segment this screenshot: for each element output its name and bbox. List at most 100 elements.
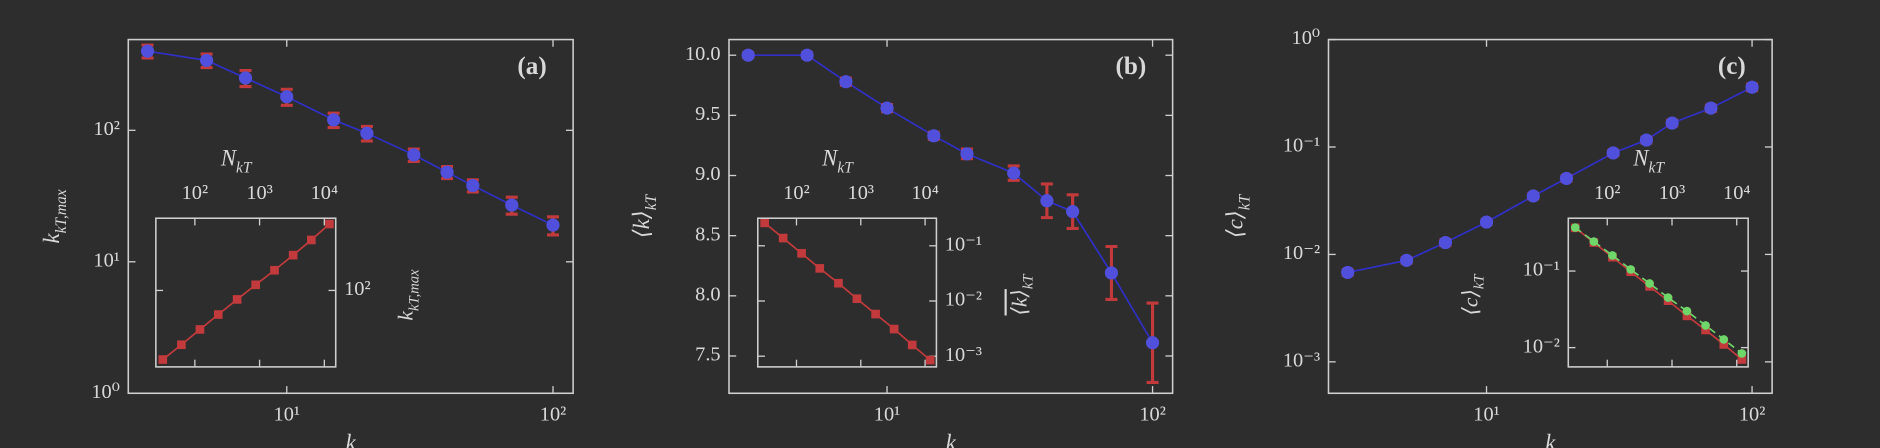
x-tick-label: 10²	[1739, 404, 1765, 426]
inset-y-label: ⟨c⟩kT	[1458, 273, 1487, 316]
series-line	[1574, 227, 1743, 361]
x-tick-label: 10¹	[874, 404, 900, 426]
axes-frame	[1567, 217, 1749, 368]
y-tick-label: 10⁻¹	[1523, 259, 1560, 281]
marker	[925, 355, 935, 365]
inset-y-label-sub: kT	[1472, 273, 1488, 290]
marker	[1479, 215, 1494, 229]
plot-area	[757, 218, 937, 367]
y-axis-label-sub: kT	[643, 193, 660, 210]
marker	[927, 129, 941, 143]
x-tick-label: 10²	[1594, 182, 1620, 204]
x-tick-label: 10⁴	[1723, 182, 1750, 204]
marker	[778, 233, 788, 243]
y-tick-label: 10⁰	[91, 381, 120, 403]
marker	[360, 126, 374, 140]
marker	[834, 278, 843, 288]
marker	[1400, 253, 1414, 267]
marker	[741, 48, 755, 62]
y-tick-label: 10⁻³	[1283, 350, 1320, 372]
y-tick-label: 8.5	[695, 223, 720, 245]
panel-label: (b)	[1115, 53, 1146, 80]
inset-y-label-sub: kT,max	[407, 269, 423, 311]
marker	[1589, 237, 1599, 246]
marker	[871, 309, 880, 319]
panel-label: (c)	[1718, 53, 1746, 80]
y-tick-label: 9.5	[695, 103, 720, 125]
inset-y-label-base: ⟨k⟩	[1008, 289, 1032, 315]
x-tick-label: 10²	[540, 404, 566, 426]
y-tick-label: 8.0	[695, 283, 720, 305]
marker	[1737, 349, 1747, 358]
x-tick-label: 10¹	[274, 404, 300, 426]
marker	[839, 75, 853, 89]
x-tick-label: 10²	[783, 182, 809, 204]
marker	[327, 113, 341, 127]
marker	[797, 249, 806, 258]
marker	[1145, 336, 1160, 350]
y-axis-label: kkT,max	[39, 189, 70, 243]
marker	[1704, 101, 1718, 115]
marker	[232, 295, 242, 304]
marker	[815, 264, 825, 273]
x-axis-label: k	[346, 430, 357, 448]
x-tick-label: 10³	[246, 182, 272, 204]
x-axis-label: k	[946, 430, 957, 448]
marker	[1645, 279, 1654, 288]
inset-x-label-sub: kT	[1648, 160, 1665, 177]
marker	[1665, 116, 1679, 130]
marker	[140, 44, 155, 58]
marker	[270, 265, 279, 275]
marker	[1606, 146, 1620, 160]
marker	[288, 250, 298, 260]
marker	[1040, 194, 1054, 208]
y-tick-label: 10²	[93, 118, 119, 140]
marker	[251, 280, 260, 290]
marker	[1526, 189, 1540, 203]
inset-x-label-base: N	[220, 146, 238, 171]
inset-x-label-base: N	[821, 146, 839, 171]
marker	[158, 355, 168, 364]
axes-frame	[1327, 38, 1773, 395]
y-tick-label: 10.0	[685, 43, 721, 65]
marker	[280, 90, 294, 104]
y-axis-label-sub: kT,max	[53, 189, 70, 233]
inset-x-label-base: N	[1632, 146, 1650, 171]
marker	[1626, 265, 1636, 274]
inset-y-label: ⟨k⟩kT	[1008, 273, 1037, 316]
marker	[1701, 325, 1710, 335]
axes-frame	[728, 38, 1174, 395]
y-tick-label: 7.5	[695, 344, 720, 366]
marker	[546, 218, 560, 232]
x-tick-label: 10²	[1139, 404, 1165, 426]
y-tick-label: 10⁻²	[1283, 242, 1320, 264]
y-axis-label-sub: kT	[1236, 193, 1253, 210]
y-tick-label: 10⁻¹	[1283, 135, 1320, 157]
marker	[1608, 251, 1617, 260]
marker	[1570, 223, 1580, 232]
marker	[889, 324, 899, 334]
marker	[325, 219, 334, 229]
axes-frame	[127, 38, 574, 395]
y-tick-label: 10⁰	[1292, 27, 1321, 49]
marker	[1639, 133, 1653, 147]
y-tick-label: 10⁻³	[945, 344, 982, 366]
marker	[1737, 355, 1747, 364]
marker	[200, 53, 214, 68]
axes-frame	[756, 217, 938, 368]
marker	[760, 218, 769, 228]
marker	[1066, 205, 1080, 219]
marker	[880, 101, 894, 115]
inset-x-label-sub: kT	[236, 160, 253, 177]
inset-x-label-sub: kT	[837, 160, 854, 177]
y-tick-label: 10¹	[93, 249, 119, 271]
marker	[1438, 235, 1452, 250]
y-tick-label: 10⁻²	[1523, 335, 1560, 357]
marker	[1682, 311, 1692, 321]
series-line	[162, 223, 331, 361]
x-tick-label: 10⁴	[311, 182, 338, 204]
